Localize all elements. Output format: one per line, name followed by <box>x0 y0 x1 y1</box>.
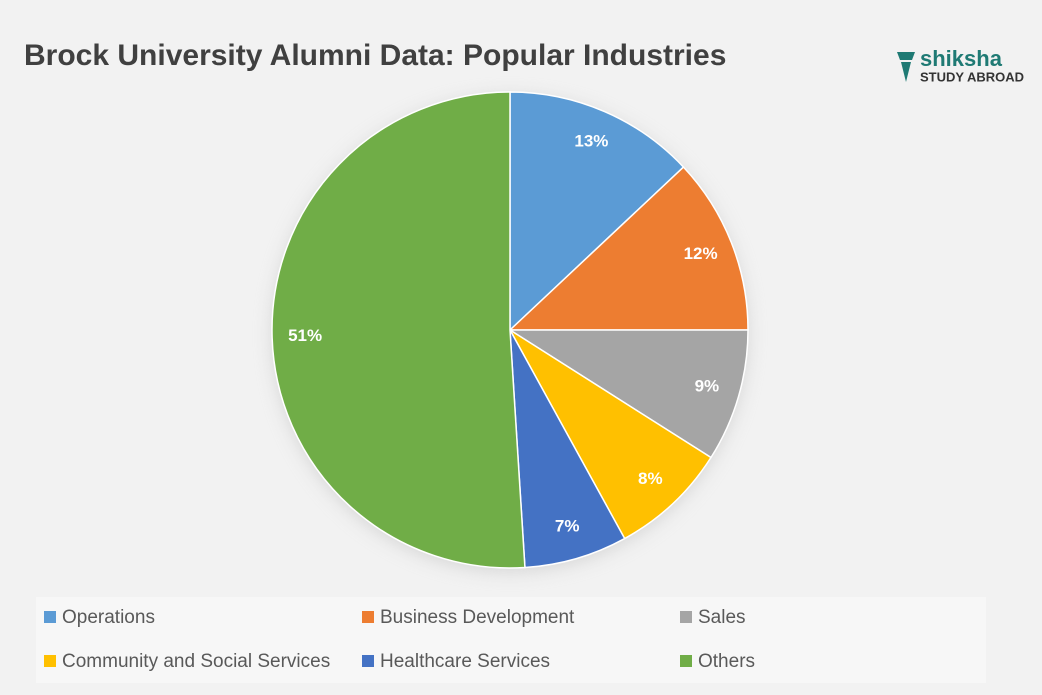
data-label: 7% <box>555 516 580 535</box>
legend: Operations Business Development Sales Commu… <box>44 607 755 672</box>
logo-icon <box>897 52 915 82</box>
legend-label: Operations <box>62 607 155 628</box>
chart-title: Brock University Alumni Data: Popular In… <box>24 39 726 72</box>
legend-swatch <box>680 611 692 623</box>
data-label: 12% <box>684 244 718 263</box>
legend-swatch <box>362 655 374 667</box>
data-label: 8% <box>638 469 663 488</box>
data-label: 13% <box>574 131 608 150</box>
data-label: 51% <box>288 326 322 345</box>
pie-slice <box>508 166 749 331</box>
legend-swatch <box>680 655 692 667</box>
legend-label: Sales <box>698 607 746 628</box>
pie-slice <box>509 329 712 540</box>
legend-label: Business Development <box>380 607 575 628</box>
logo: shiksha STUDY ABROAD <box>897 46 1024 84</box>
data-label: 9% <box>695 377 720 396</box>
pie-slice <box>509 329 626 569</box>
legend-swatch <box>44 655 56 667</box>
pie-slice <box>507 329 749 459</box>
legend-label: Healthcare Services <box>380 651 550 672</box>
pie-slice <box>271 91 526 569</box>
legend-swatch <box>44 611 56 623</box>
legend-label: Others <box>698 651 755 672</box>
pie: 13% 12% 9% 8% 7% 51% <box>271 91 749 569</box>
logo-name: shiksha <box>920 46 1003 71</box>
legend-label: Community and Social Services <box>62 651 330 672</box>
logo-tagline: STUDY ABROAD <box>920 69 1024 84</box>
pie-slice <box>509 91 685 332</box>
legend-box <box>36 597 986 683</box>
legend-swatch <box>362 611 374 623</box>
